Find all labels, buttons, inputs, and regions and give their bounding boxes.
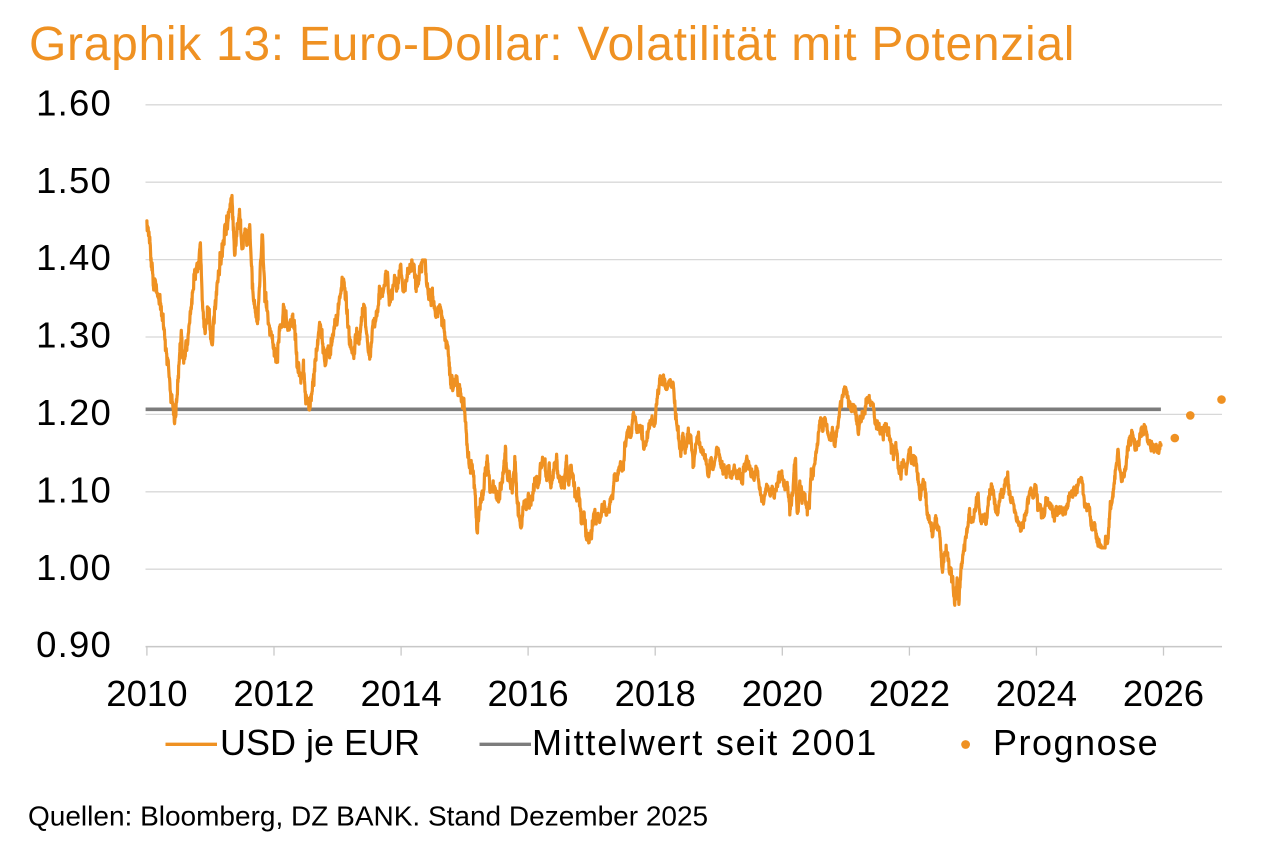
svg-text:2024: 2024 bbox=[996, 673, 1077, 714]
svg-text:2022: 2022 bbox=[869, 673, 950, 714]
svg-text:2018: 2018 bbox=[615, 673, 696, 714]
svg-text:2014: 2014 bbox=[360, 673, 441, 714]
svg-text:1.50: 1.50 bbox=[36, 160, 112, 201]
svg-text:1.10: 1.10 bbox=[36, 469, 112, 510]
svg-text:1.00: 1.00 bbox=[36, 547, 112, 588]
svg-text:1.20: 1.20 bbox=[36, 392, 112, 433]
svg-text:Mittelwert seit 2001: Mittelwert seit 2001 bbox=[532, 722, 878, 763]
svg-text:2016: 2016 bbox=[487, 673, 568, 714]
svg-text:1.30: 1.30 bbox=[36, 315, 112, 356]
svg-text:2010: 2010 bbox=[106, 673, 187, 714]
svg-text:1.40: 1.40 bbox=[36, 237, 112, 278]
svg-text:2020: 2020 bbox=[742, 673, 823, 714]
svg-text:USD je EUR: USD je EUR bbox=[220, 722, 420, 763]
svg-text:Quellen: Bloomberg, DZ BANK. S: Quellen: Bloomberg, DZ BANK. Stand Dezem… bbox=[28, 801, 708, 832]
svg-text:Prognose: Prognose bbox=[993, 722, 1159, 763]
svg-text:2012: 2012 bbox=[233, 673, 314, 714]
svg-text:Graphik 13: Euro-Dollar: Volat: Graphik 13: Euro-Dollar: Volatilität mit… bbox=[29, 18, 1075, 71]
svg-text:1.60: 1.60 bbox=[36, 82, 112, 123]
svg-text:2026: 2026 bbox=[1123, 673, 1204, 714]
svg-text:0.90: 0.90 bbox=[36, 624, 112, 665]
